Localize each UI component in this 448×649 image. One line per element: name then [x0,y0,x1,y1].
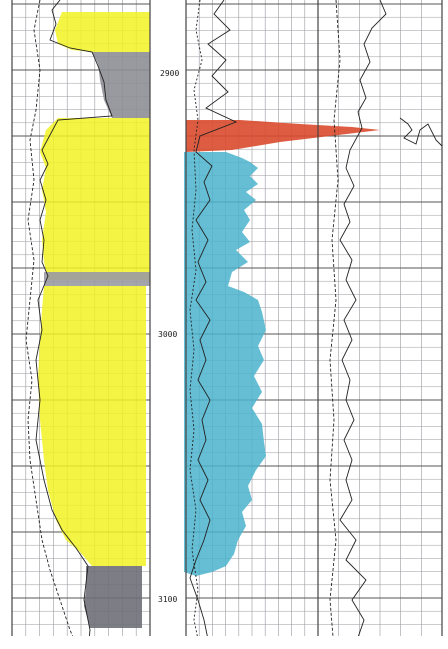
resistivity-curve-deep [189,0,203,649]
depth-label-3000: 3000 [158,330,177,339]
shale-streak [44,272,150,286]
depth-label-3100: 3100 [158,595,177,604]
porosity-curve [339,0,387,649]
sp-curve [25,0,79,649]
sand-body-upper [55,12,150,52]
track-1-lithology [38,12,150,628]
gas-zone [186,120,380,152]
sand-body-main [40,118,150,280]
depth-labels: 2900 3000 3100 [158,69,179,604]
water-zone [184,152,266,576]
sand-body-lower [38,286,146,566]
gamma-ray-curve [35,0,113,649]
log-curves [25,0,443,649]
shale-body-lower [84,566,142,628]
curve-offscale [399,117,443,147]
track-2-fluids [184,120,380,576]
depth-label-2900: 2900 [160,69,179,78]
density-curve [329,0,341,649]
track-dividers [11,0,443,649]
bottom-margin [0,636,448,649]
resistivity-curve-shallow [189,0,238,649]
